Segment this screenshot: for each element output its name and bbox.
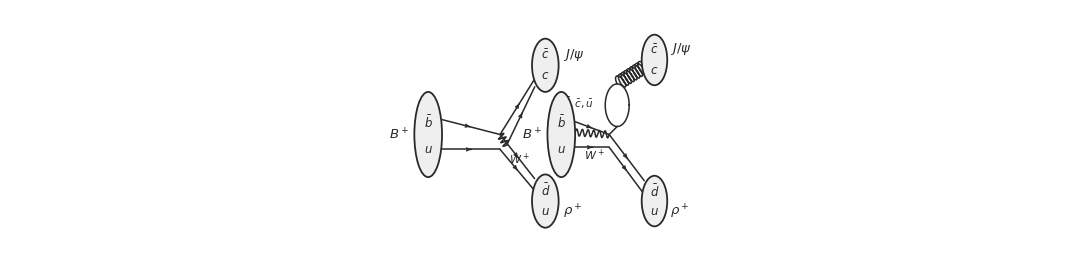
Text: $\bar{t},\bar{c},\bar{u}$: $\bar{t},\bar{c},\bar{u}$ — [565, 96, 593, 111]
Text: $u$: $u$ — [541, 205, 550, 218]
Text: $u$: $u$ — [423, 143, 433, 156]
Ellipse shape — [642, 176, 667, 226]
Text: $W^+$: $W^+$ — [584, 148, 605, 163]
Text: $c$: $c$ — [541, 69, 550, 82]
Ellipse shape — [642, 35, 667, 85]
Text: $\bar{b}$: $\bar{b}$ — [557, 114, 566, 131]
Text: $\bar{c}$: $\bar{c}$ — [541, 48, 550, 62]
Text: $\rho^+$: $\rho^+$ — [563, 203, 582, 221]
Ellipse shape — [548, 92, 576, 177]
Text: $W^+$: $W^+$ — [509, 152, 530, 167]
Text: $u$: $u$ — [557, 143, 566, 156]
Text: $u$: $u$ — [650, 205, 659, 218]
Text: $B^+$: $B^+$ — [522, 127, 542, 142]
Text: $\bar{d}$: $\bar{d}$ — [541, 183, 550, 199]
Text: $B^+$: $B^+$ — [389, 127, 409, 142]
Text: $\rho^+$: $\rho^+$ — [670, 203, 689, 221]
Ellipse shape — [532, 174, 558, 228]
Text: $\bar{b}$: $\bar{b}$ — [423, 114, 433, 131]
Text: $c$: $c$ — [650, 63, 659, 77]
Text: $J/\psi$: $J/\psi$ — [670, 41, 691, 57]
Text: $\bar{d}$: $\bar{d}$ — [650, 183, 659, 200]
Text: $\bar{c}$: $\bar{c}$ — [650, 44, 659, 57]
Ellipse shape — [532, 39, 558, 92]
Text: $J/\psi$: $J/\psi$ — [563, 47, 584, 63]
Ellipse shape — [415, 92, 442, 177]
